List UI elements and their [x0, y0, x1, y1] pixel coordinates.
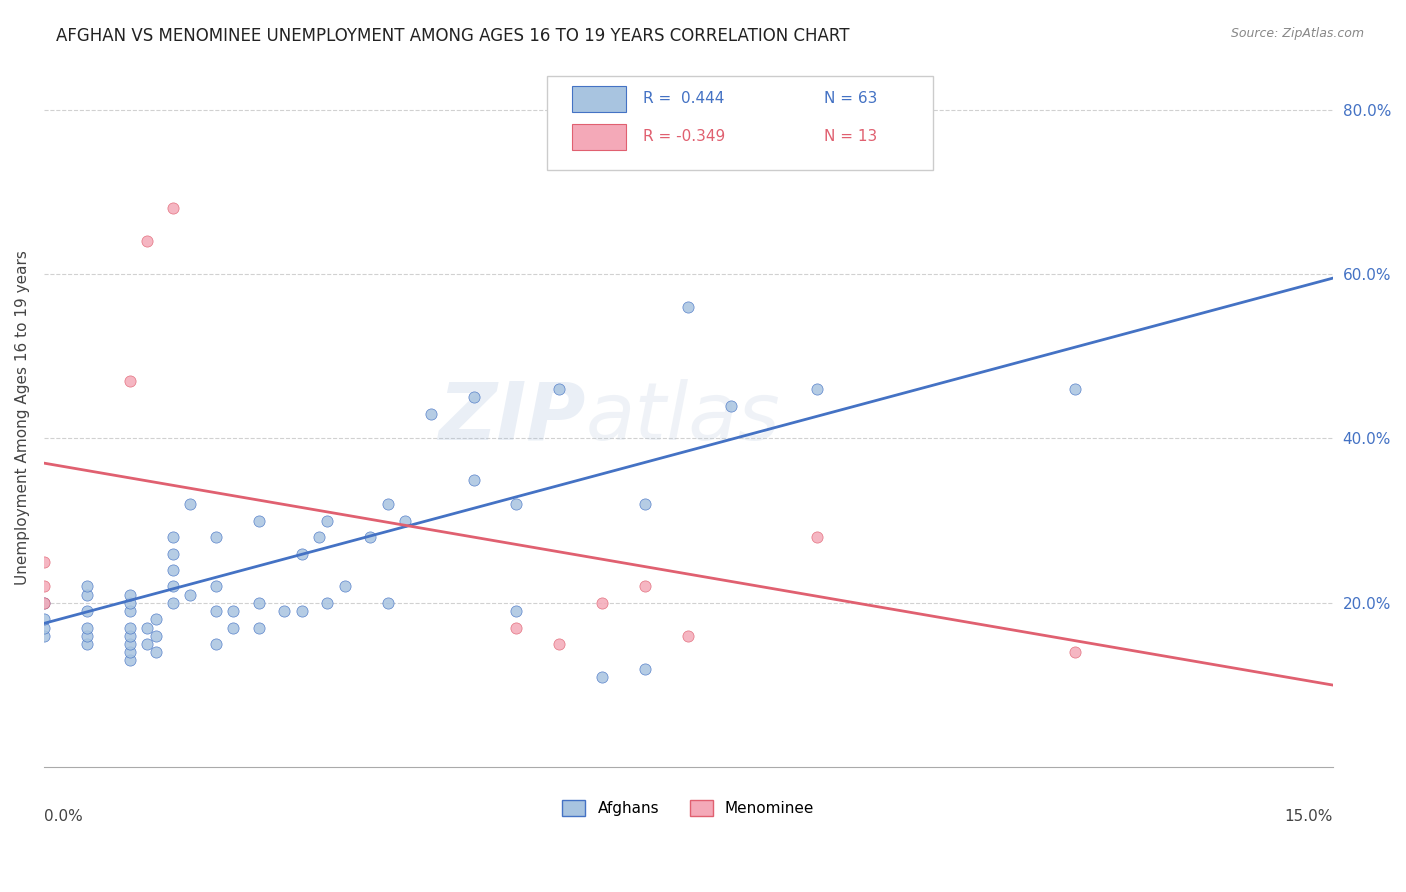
Point	[136, 234, 159, 248]
Point	[136, 637, 159, 651]
Point	[377, 497, 399, 511]
Point	[179, 588, 201, 602]
Point	[463, 390, 485, 404]
Point	[145, 645, 167, 659]
Point	[377, 596, 399, 610]
Point	[316, 514, 339, 528]
Point	[76, 637, 98, 651]
Point	[32, 629, 55, 643]
Point	[333, 579, 356, 593]
Point	[76, 629, 98, 643]
Point	[291, 604, 314, 618]
Point	[162, 563, 184, 577]
Point	[394, 514, 416, 528]
Point	[204, 579, 226, 593]
Point	[720, 399, 742, 413]
Point	[806, 382, 828, 396]
Point	[76, 579, 98, 593]
Point	[505, 497, 527, 511]
Point	[247, 596, 270, 610]
Text: ZIP: ZIP	[437, 379, 585, 457]
Y-axis label: Unemployment Among Ages 16 to 19 years: Unemployment Among Ages 16 to 19 years	[15, 251, 30, 585]
Point	[118, 588, 141, 602]
Point	[76, 588, 98, 602]
FancyBboxPatch shape	[547, 76, 934, 169]
Point	[308, 530, 330, 544]
Point	[32, 596, 55, 610]
Point	[273, 604, 295, 618]
Point	[634, 579, 657, 593]
Point	[145, 612, 167, 626]
Point	[32, 620, 55, 634]
Point	[222, 620, 245, 634]
Point	[32, 612, 55, 626]
Text: 15.0%: 15.0%	[1285, 809, 1333, 824]
Point	[1064, 382, 1087, 396]
Text: N = 13: N = 13	[824, 129, 877, 145]
Point	[162, 547, 184, 561]
Point	[118, 629, 141, 643]
Text: Source: ZipAtlas.com: Source: ZipAtlas.com	[1230, 27, 1364, 40]
Point	[204, 637, 226, 651]
Point	[247, 620, 270, 634]
FancyBboxPatch shape	[572, 86, 627, 112]
Point	[162, 596, 184, 610]
Text: 0.0%: 0.0%	[44, 809, 83, 824]
Point	[118, 604, 141, 618]
Point	[359, 530, 381, 544]
Point	[204, 530, 226, 544]
Point	[162, 579, 184, 593]
Point	[32, 596, 55, 610]
Point	[145, 629, 167, 643]
Text: AFGHAN VS MENOMINEE UNEMPLOYMENT AMONG AGES 16 TO 19 YEARS CORRELATION CHART: AFGHAN VS MENOMINEE UNEMPLOYMENT AMONG A…	[56, 27, 849, 45]
Point	[291, 547, 314, 561]
Text: R = -0.349: R = -0.349	[643, 129, 725, 145]
Text: R =  0.444: R = 0.444	[643, 91, 724, 106]
Point	[118, 653, 141, 667]
Point	[678, 629, 700, 643]
Point	[316, 596, 339, 610]
Point	[179, 497, 201, 511]
Point	[162, 530, 184, 544]
Point	[162, 201, 184, 215]
Point	[1064, 645, 1087, 659]
Point	[505, 620, 527, 634]
Point	[247, 514, 270, 528]
Legend: Afghans, Menominee: Afghans, Menominee	[557, 794, 820, 822]
Point	[419, 407, 441, 421]
Point	[463, 473, 485, 487]
Point	[118, 374, 141, 388]
Point	[548, 382, 571, 396]
Point	[634, 662, 657, 676]
Text: N = 63: N = 63	[824, 91, 877, 106]
Point	[678, 300, 700, 314]
Point	[118, 637, 141, 651]
Point	[204, 604, 226, 618]
FancyBboxPatch shape	[572, 124, 627, 150]
Point	[505, 604, 527, 618]
Point	[634, 497, 657, 511]
Point	[591, 596, 613, 610]
Point	[76, 604, 98, 618]
Point	[76, 620, 98, 634]
Text: atlas: atlas	[585, 379, 780, 457]
Point	[136, 620, 159, 634]
Point	[32, 579, 55, 593]
Point	[118, 596, 141, 610]
Point	[118, 645, 141, 659]
Point	[222, 604, 245, 618]
Point	[591, 670, 613, 684]
Point	[806, 530, 828, 544]
Point	[118, 620, 141, 634]
Point	[32, 555, 55, 569]
Point	[548, 637, 571, 651]
